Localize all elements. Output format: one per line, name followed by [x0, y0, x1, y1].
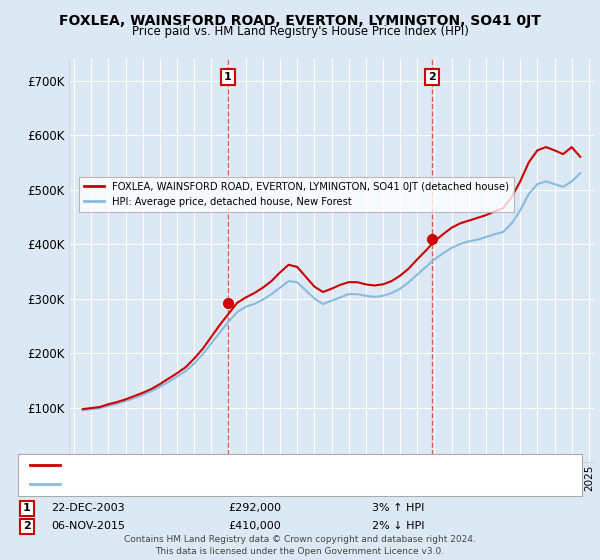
Text: 2: 2: [428, 72, 436, 82]
Text: 1: 1: [23, 503, 31, 514]
Text: £410,000: £410,000: [228, 521, 281, 531]
Text: 3% ↑ HPI: 3% ↑ HPI: [372, 503, 424, 514]
Text: 22-DEC-2003: 22-DEC-2003: [51, 503, 125, 514]
Text: 1: 1: [224, 72, 232, 82]
Text: 2: 2: [23, 521, 31, 531]
Text: 06-NOV-2015: 06-NOV-2015: [51, 521, 125, 531]
Text: £292,000: £292,000: [228, 503, 281, 514]
Text: 2% ↓ HPI: 2% ↓ HPI: [372, 521, 425, 531]
Legend: FOXLEA, WAINSFORD ROAD, EVERTON, LYMINGTON, SO41 0JT (detached house), HPI: Aver: FOXLEA, WAINSFORD ROAD, EVERTON, LYMINGT…: [79, 177, 514, 212]
Text: FOXLEA, WAINSFORD ROAD, EVERTON, LYMINGTON, SO41 0JT: FOXLEA, WAINSFORD ROAD, EVERTON, LYMINGT…: [59, 14, 541, 28]
Text: FOXLEA, WAINSFORD ROAD, EVERTON, LYMINGTON, SO41 0JT (detached house): FOXLEA, WAINSFORD ROAD, EVERTON, LYMINGT…: [69, 460, 466, 470]
Text: Contains HM Land Registry data © Crown copyright and database right 2024.
This d: Contains HM Land Registry data © Crown c…: [124, 535, 476, 556]
Text: HPI: Average price, detached house, New Forest: HPI: Average price, detached house, New …: [69, 479, 309, 489]
Text: Price paid vs. HM Land Registry's House Price Index (HPI): Price paid vs. HM Land Registry's House …: [131, 25, 469, 38]
